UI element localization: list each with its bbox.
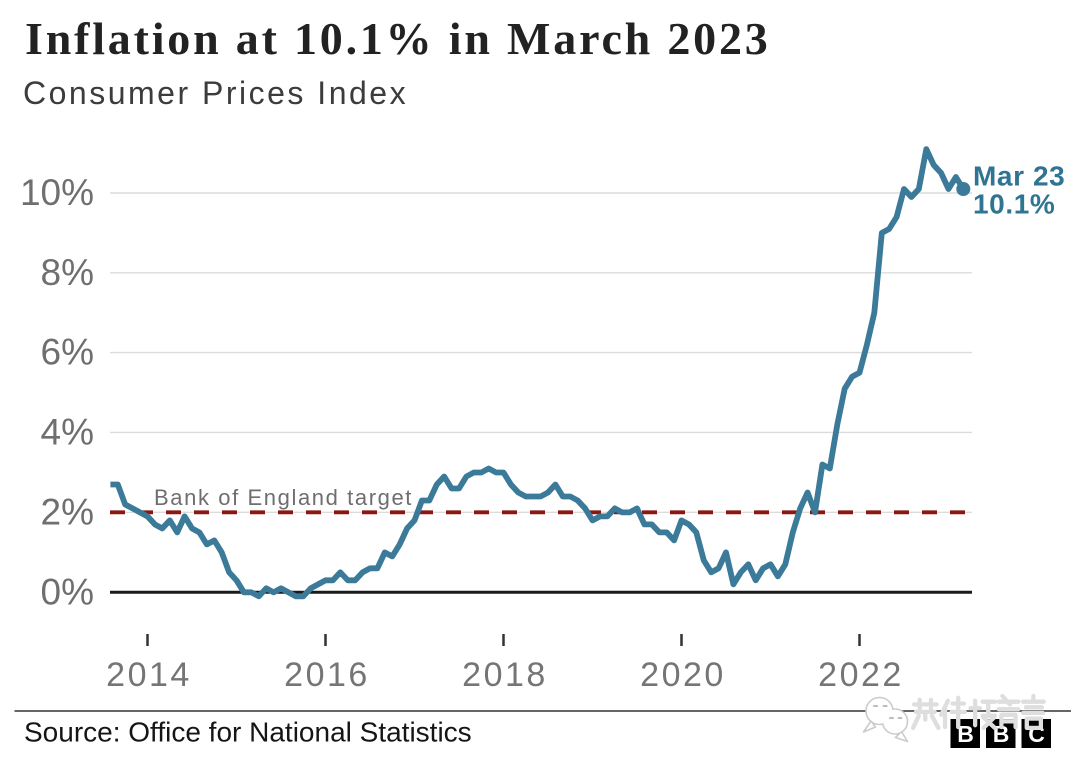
svg-text:2%: 2%	[41, 491, 94, 532]
svg-text:6%: 6%	[41, 332, 94, 373]
svg-text:Source: Office for National St: Source: Office for National Statistics	[24, 717, 472, 748]
svg-text:2020: 2020	[640, 656, 726, 694]
svg-text:Consumer Prices Index: Consumer Prices Index	[23, 75, 408, 111]
svg-text:2022: 2022	[818, 656, 904, 694]
svg-text:10.1%: 10.1%	[973, 189, 1055, 220]
svg-text:Bank of England target: Bank of England target	[154, 485, 413, 510]
svg-text:2014: 2014	[106, 656, 192, 694]
svg-text:8%: 8%	[41, 252, 94, 293]
svg-text:B: B	[957, 721, 974, 747]
svg-text:0%: 0%	[41, 571, 94, 612]
svg-text:10%: 10%	[20, 172, 94, 213]
svg-text:Mar 23: Mar 23	[973, 161, 1065, 192]
svg-text:4%: 4%	[41, 411, 94, 452]
svg-text:2016: 2016	[284, 656, 370, 694]
svg-text:2018: 2018	[462, 656, 548, 694]
svg-text:Inflation at 10.1% in March 20: Inflation at 10.1% in March 2023	[25, 13, 771, 64]
